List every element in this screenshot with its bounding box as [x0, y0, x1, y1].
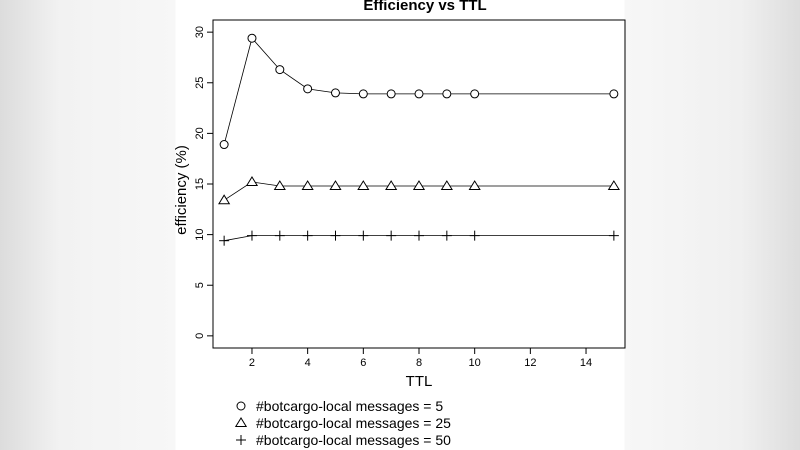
circle-marker: [414, 89, 424, 99]
circle-marker: [247, 33, 257, 43]
legend-label: #botcargo-local messages = 25: [256, 415, 451, 431]
plus-marker: [274, 230, 285, 241]
plus-marker: [358, 230, 369, 241]
plus-marker: [330, 230, 341, 241]
triangle-marker: [468, 180, 481, 191]
x-axis: 2 4 6 8 10 12 14: [249, 348, 592, 369]
circle-marker: [470, 89, 480, 99]
circle-marker: [386, 89, 396, 99]
plus-marker: [469, 230, 480, 241]
x-tick-label: 10: [469, 357, 481, 369]
chart-panel: [176, 0, 624, 450]
x-tick-label: 2: [249, 357, 255, 369]
triangle-marker: [607, 180, 620, 191]
y-axis-title: efficiency (%): [173, 145, 190, 235]
y-tick-label: 25: [194, 77, 206, 89]
triangle-marker: [245, 176, 259, 186]
legend: #botcargo-local messages = 5#botcargo-lo…: [234, 398, 451, 448]
circle-marker: [358, 89, 368, 99]
plus-marker: [414, 230, 424, 241]
circle-marker: [236, 401, 246, 411]
triangle-marker: [273, 180, 286, 191]
legend-item: #botcargo-local messages = 50: [236, 432, 451, 448]
x-tick-label: 6: [360, 357, 366, 369]
y-tick-label: 15: [194, 178, 206, 190]
circle-marker: [330, 88, 340, 98]
plus-marker: [236, 435, 246, 445]
x-tick-label: 14: [580, 357, 592, 369]
triangle-marker: [440, 180, 453, 191]
x-axis-title: TTL: [406, 373, 433, 390]
triangle-marker: [301, 180, 314, 191]
plus-marker: [441, 230, 452, 241]
circle-marker: [442, 89, 452, 99]
triangle-marker: [234, 417, 248, 427]
series-circle: [219, 33, 619, 150]
triangle-marker: [412, 180, 426, 191]
legend-label: #botcargo-local messages = 50: [256, 432, 451, 448]
circle-marker: [303, 84, 313, 94]
plus-marker: [246, 230, 257, 241]
y-tick-label: 30: [194, 26, 206, 38]
plus-marker: [386, 230, 397, 241]
plus-marker: [219, 235, 230, 246]
legend-item: #botcargo-local messages = 25: [234, 415, 451, 431]
y-axis: 0 5 10 15 20 25 30: [194, 26, 213, 339]
series-plus: [219, 230, 619, 246]
triangle-marker: [218, 194, 231, 205]
x-tick-label: 12: [524, 357, 536, 369]
plus-marker: [608, 230, 619, 241]
plus-marker: [302, 230, 313, 241]
triangle-marker: [357, 180, 370, 191]
series-triangle: [218, 176, 620, 205]
x-tick-label: 4: [305, 357, 311, 369]
series-layer: [218, 33, 620, 246]
circle-marker: [219, 140, 229, 150]
y-tick-label: 10: [194, 228, 206, 240]
legend-label: #botcargo-local messages = 5: [256, 398, 443, 414]
triangle-marker: [329, 180, 342, 191]
circle-marker: [609, 89, 619, 99]
circle-marker: [275, 65, 285, 75]
triangle-marker: [385, 180, 398, 191]
y-tick-label: 0: [194, 333, 206, 339]
y-tick-label: 5: [194, 282, 206, 288]
legend-item: #botcargo-local messages = 5: [236, 398, 443, 414]
y-tick-label: 20: [194, 127, 206, 139]
chart-title: Efficiency vs TTL: [363, 0, 486, 14]
x-tick-label: 8: [416, 357, 422, 369]
